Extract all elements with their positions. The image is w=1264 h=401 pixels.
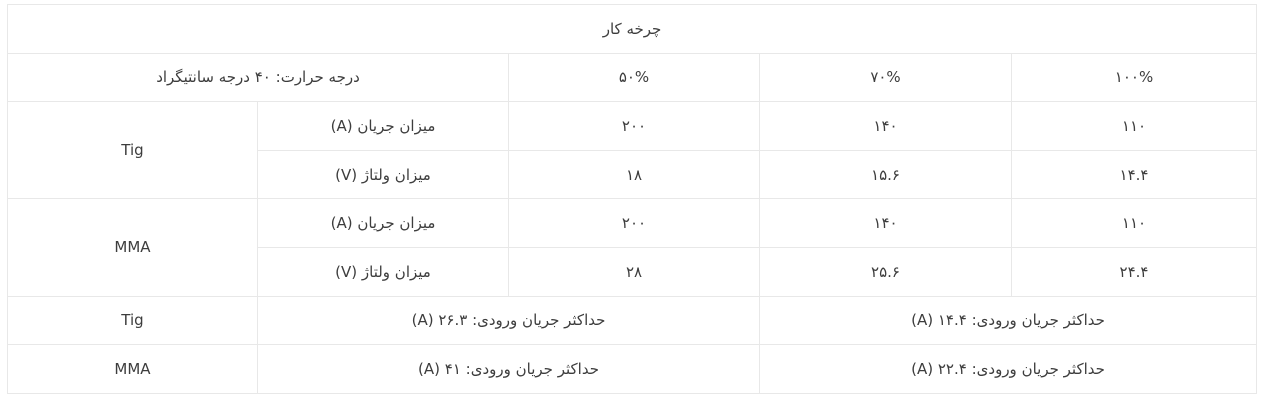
table-row: Tig حداکثر جریان ورودی: ۲۶.۳ (A) حداکثر … — [7, 295, 1258, 346]
table-row: میزان ولتاژ (V) ۲۸ ۲۵.۶ ۲۴.۴ — [8, 246, 1258, 297]
tig-voltage-100: ۱۴.۴ — [1010, 149, 1258, 200]
table-row: چرخه کار — [6, 4, 1258, 54]
table-row: MMA حداکثر جریان ورودی: ۴۱ (A) حداکثر جر… — [7, 344, 1258, 394]
table-row: MMA میزان جریان (A) ۲۰۰ ۱۴۰ ۱۱۰ — [7, 198, 1258, 297]
tig-current-50: ۲۰۰ — [508, 101, 760, 151]
tig-current-param: میزان جریان (A) — [257, 101, 509, 151]
mma-voltage-70: ۲۵.۶ — [759, 246, 1012, 297]
mma-current-param: میزان جریان (A) — [257, 198, 509, 248]
tig-voltage-50: ۱۸ — [508, 149, 760, 200]
table-row: میزان ولتاژ (V) ۱۸ ۱۵.۶ ۱۴.۴ — [8, 149, 1258, 200]
tig-current-70: ۱۴۰ — [759, 101, 1012, 151]
mma-current-50: ۲۰۰ — [508, 198, 760, 248]
table-title: چرخه کار — [6, 4, 1258, 54]
duty-cycle-50-header: ۵۰% — [508, 52, 760, 103]
tig-voltage-param: میزان ولتاژ (V) — [257, 149, 509, 200]
table-row: Tig میزان جریان (A) ۲۰۰ ۱۴۰ ۱۱۰ — [7, 101, 1258, 200]
temperature-label: درجه حرارت: ۴۰ درجه سانتیگراد — [7, 52, 509, 103]
mma-current-70: ۱۴۰ — [759, 198, 1012, 248]
mma-current-100: ۱۱۰ — [1010, 198, 1258, 248]
duty-cycle-100-header: ۱۰۰% — [1010, 52, 1258, 103]
duty-cycle-spec-table: چرخه کار درجه حرارت: ۴۰ درجه سانتیگراد ۵… — [6, 4, 1258, 394]
tig-voltage-70: ۱۵.۶ — [759, 149, 1012, 200]
max-input-tig-right: حداکثر جریان ورودی: ۱۴.۴ (A) — [758, 295, 1258, 346]
tig-current-100: ۱۱۰ — [1010, 101, 1258, 151]
duty-cycle-70-header: ۷۰% — [759, 52, 1012, 103]
mma-voltage-50: ۲۸ — [508, 246, 760, 297]
mma-voltage-param: میزان ولتاژ (V) — [257, 246, 509, 297]
mma-voltage-100: ۲۴.۴ — [1010, 246, 1258, 297]
max-input-mma-label: MMA — [7, 344, 258, 394]
max-input-tig-label: Tig — [7, 295, 258, 346]
mode-label-mma: MMA — [7, 198, 258, 297]
mode-label-tig: Tig — [7, 101, 258, 200]
max-input-mma-left: حداکثر جریان ورودی: ۴۱ (A) — [257, 344, 760, 394]
max-input-tig-left: حداکثر جریان ورودی: ۲۶.۳ (A) — [257, 295, 760, 346]
table-row: درجه حرارت: ۴۰ درجه سانتیگراد ۵۰% ۷۰% ۱۰… — [7, 52, 1258, 103]
max-input-mma-right: حداکثر جریان ورودی: ۲۲.۴ (A) — [758, 344, 1258, 394]
